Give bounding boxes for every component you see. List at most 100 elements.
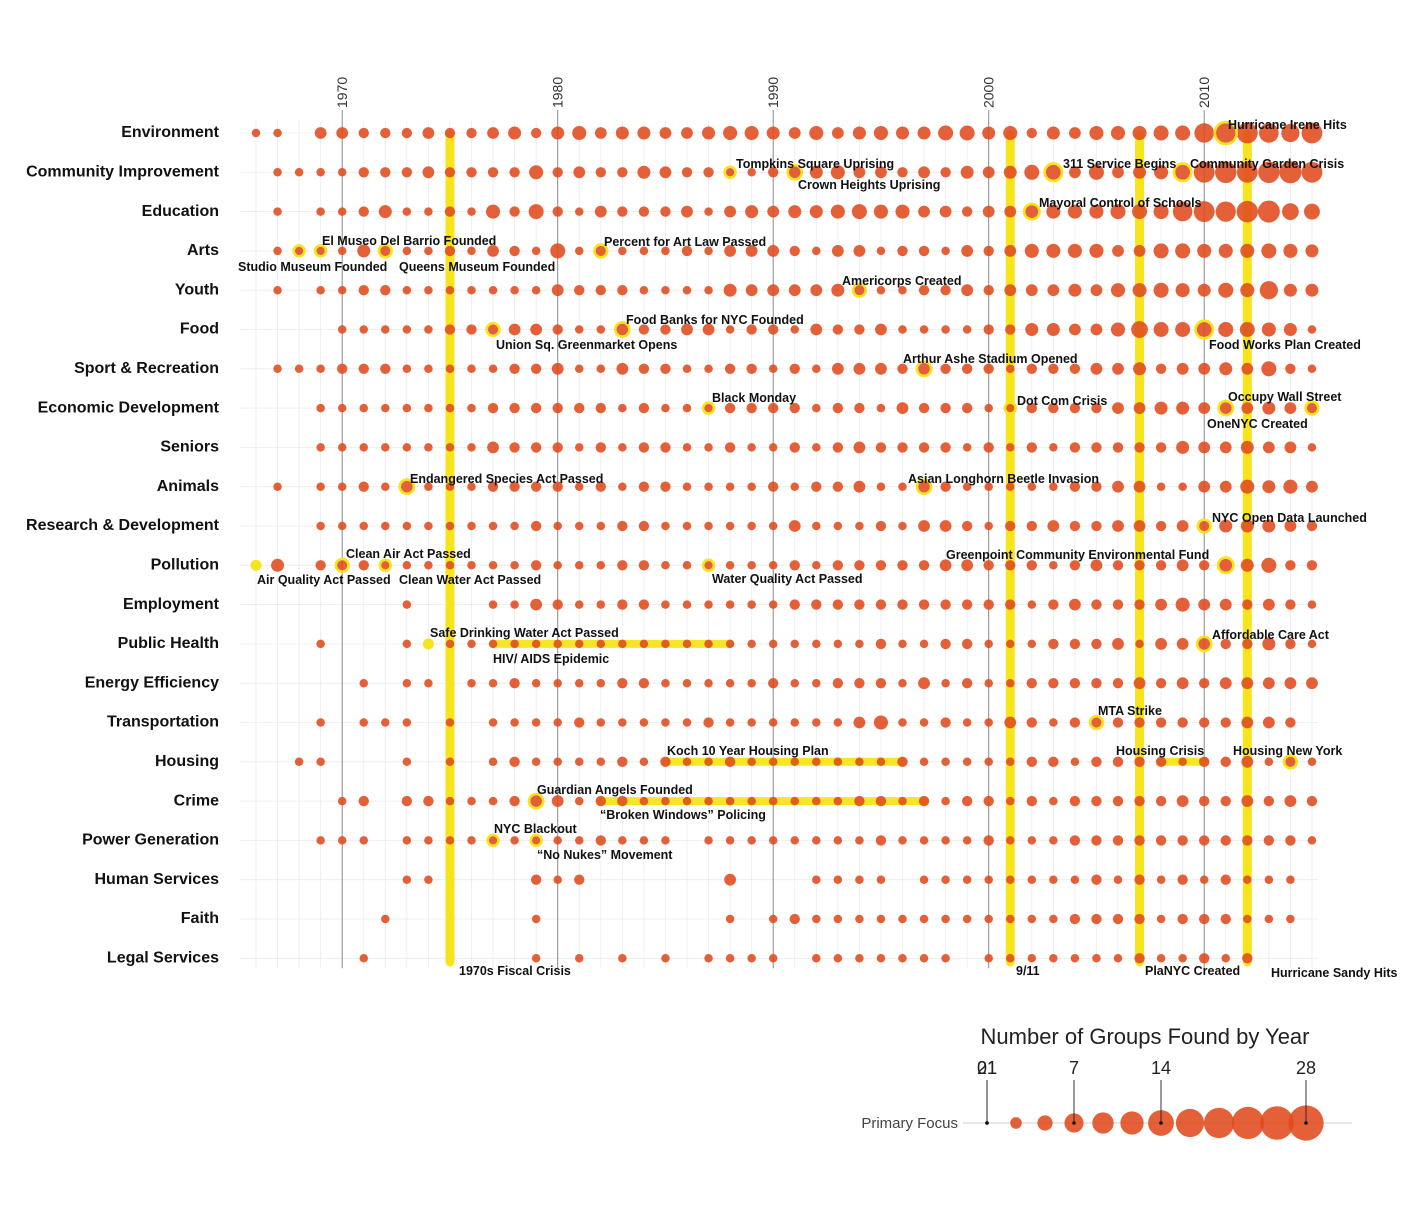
group-bubble xyxy=(725,482,735,491)
group-bubble xyxy=(1069,481,1081,492)
group-bubble xyxy=(1264,757,1274,767)
group-bubble xyxy=(271,558,285,572)
group-bubble xyxy=(1153,282,1169,298)
group-bubble xyxy=(1301,161,1323,183)
group-bubble xyxy=(575,639,584,649)
group-bubble xyxy=(1220,913,1231,925)
group-bubble xyxy=(1091,795,1102,807)
group-bubble xyxy=(961,402,973,414)
group-bubble xyxy=(510,639,519,649)
group-bubble xyxy=(876,757,886,767)
event-ring xyxy=(915,478,933,496)
group-bubble xyxy=(1176,638,1189,650)
group-bubble xyxy=(941,836,950,845)
group-bubble xyxy=(704,246,713,256)
group-bubble xyxy=(445,836,455,845)
group-bubble xyxy=(359,443,368,452)
group-bubble xyxy=(1048,638,1059,650)
group-bubble xyxy=(1240,243,1255,258)
group-bubble xyxy=(1286,875,1295,884)
group-bubble xyxy=(617,520,628,532)
group-bubble xyxy=(724,402,736,414)
group-bubble xyxy=(767,205,780,218)
group-bubble xyxy=(660,481,671,492)
group-bubble xyxy=(704,836,713,845)
group-bubble xyxy=(725,718,735,727)
group-bubble xyxy=(1024,243,1039,258)
group-bubble xyxy=(704,757,713,767)
group-bubble xyxy=(596,757,606,767)
group-bubble xyxy=(1155,835,1167,846)
group-bubble xyxy=(639,757,649,767)
group-bubble xyxy=(681,167,693,178)
group-bubble xyxy=(358,167,369,178)
group-bubble xyxy=(1026,678,1037,689)
group-bubble xyxy=(273,285,282,295)
group-bubble xyxy=(725,561,735,570)
group-bubble xyxy=(487,245,499,257)
group-bubble xyxy=(682,678,692,688)
group-bubble xyxy=(1240,479,1255,494)
group-bubble xyxy=(445,757,455,767)
group-bubble xyxy=(789,245,800,257)
group-bubble xyxy=(1069,402,1081,414)
group-bubble xyxy=(1199,756,1210,767)
group-bubble xyxy=(337,168,347,177)
group-bubble xyxy=(1281,123,1300,143)
group-bubble xyxy=(941,246,950,256)
group-bubble xyxy=(961,206,973,217)
group-bubble xyxy=(530,442,542,453)
group-bubble xyxy=(873,125,888,141)
group-bubble xyxy=(941,757,950,767)
group-bubble xyxy=(1282,203,1299,220)
group-bubble xyxy=(1134,756,1145,767)
group-bubble xyxy=(1027,875,1037,884)
category-label: Youth xyxy=(175,281,219,298)
group-bubble xyxy=(811,481,822,492)
group-bubble xyxy=(1027,836,1037,845)
group-bubble xyxy=(615,126,629,140)
event-label: NYC Blackout xyxy=(494,822,577,836)
legend-tick-label: 28 xyxy=(1296,1058,1316,1078)
legend-title: Number of Groups Found by Year xyxy=(981,1024,1310,1049)
group-bubble xyxy=(983,324,994,335)
group-bubble xyxy=(1156,914,1166,924)
group-bubble xyxy=(1112,245,1124,257)
group-bubble xyxy=(1155,442,1167,453)
group-bubble xyxy=(725,600,735,609)
group-bubble xyxy=(423,795,434,807)
group-bubble xyxy=(725,325,735,334)
group-bubble xyxy=(1155,638,1167,650)
group-bubble xyxy=(855,875,864,884)
group-bubble xyxy=(768,402,779,414)
group-bubble xyxy=(919,718,929,727)
group-bubble xyxy=(1175,597,1190,612)
event-label: Dot Com Crisis xyxy=(1017,394,1107,408)
event-ring xyxy=(1304,400,1320,416)
group-bubble xyxy=(984,875,993,884)
group-bubble xyxy=(337,521,347,531)
group-bubble xyxy=(316,757,325,767)
group-bubble xyxy=(574,874,585,885)
group-bubble xyxy=(638,206,650,217)
group-bubble xyxy=(659,127,672,139)
group-bubble xyxy=(575,757,584,767)
group-bubble xyxy=(897,363,908,374)
group-bubble xyxy=(531,285,541,295)
group-bubble xyxy=(1112,756,1124,767)
group-bubble xyxy=(876,954,886,963)
group-bubble xyxy=(984,482,993,491)
period-event-label: Hurricane Sandy Hits xyxy=(1271,966,1397,980)
group-bubble xyxy=(251,128,261,138)
group-bubble xyxy=(381,325,390,334)
group-bubble xyxy=(809,125,824,141)
group-bubble xyxy=(552,324,563,335)
legend-tick-dot xyxy=(1159,1121,1163,1125)
group-bubble xyxy=(552,206,563,217)
group-bubble xyxy=(703,717,714,728)
group-bubble xyxy=(1283,479,1298,494)
group-bubble xyxy=(681,323,693,336)
category-label: Sport & Recreation xyxy=(74,360,219,377)
event-ring xyxy=(613,321,631,338)
group-bubble xyxy=(682,482,692,491)
